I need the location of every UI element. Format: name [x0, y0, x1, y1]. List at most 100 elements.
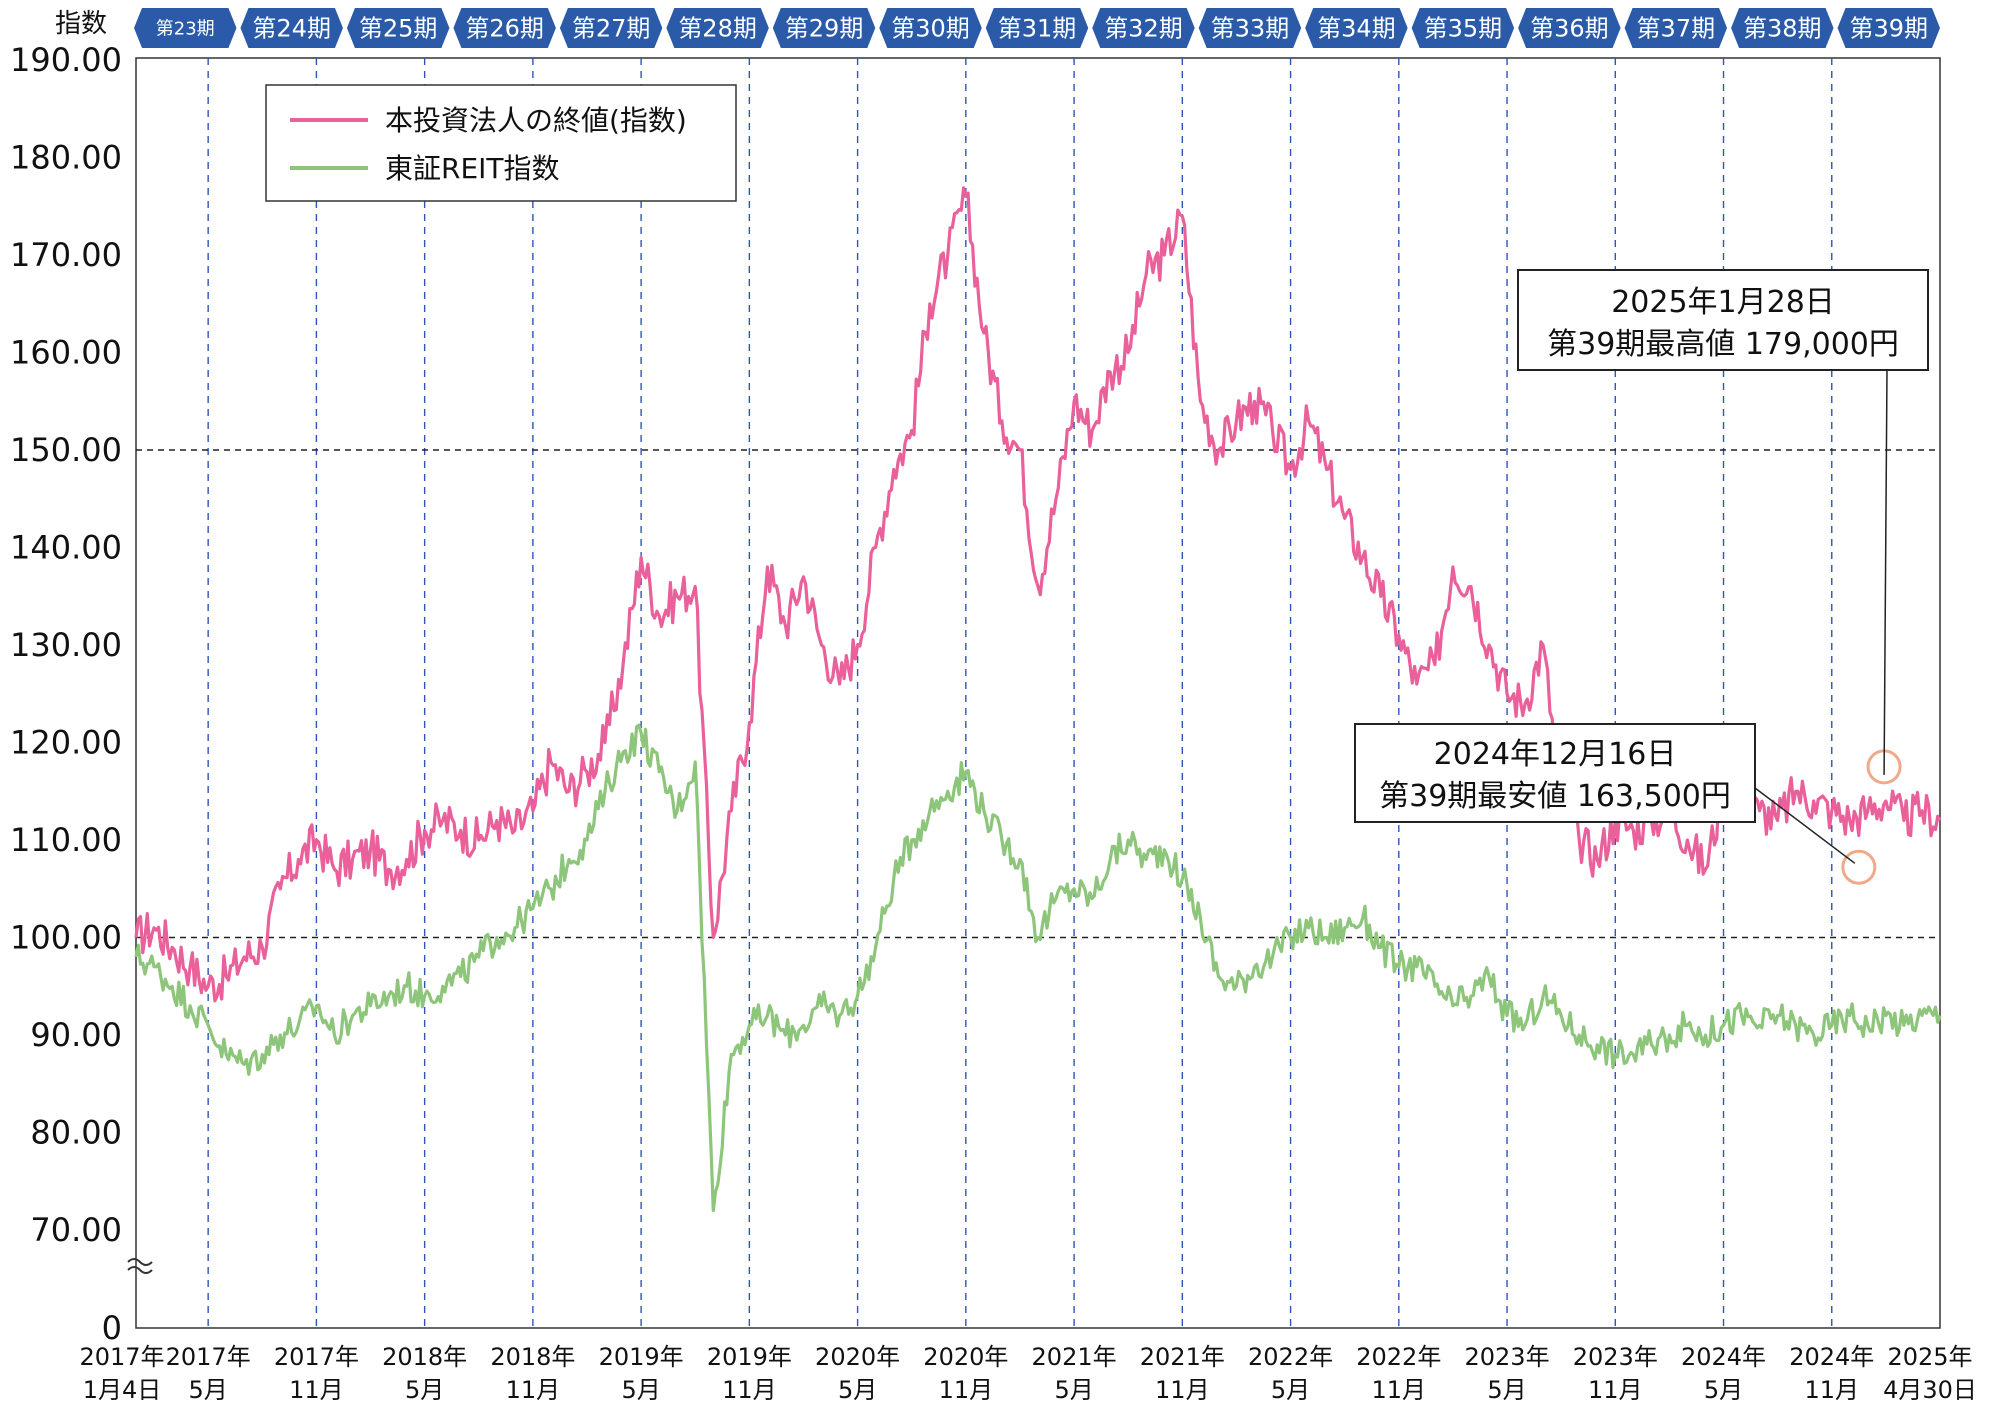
- x-tick-label-bottom: 5月: [1054, 1376, 1093, 1404]
- x-tick-label-bottom: 5月: [1271, 1376, 1310, 1404]
- legend-label: 東証REIT指数: [385, 152, 560, 185]
- y-tick-label: 160.00: [10, 334, 122, 372]
- period-label: 第35期: [1424, 15, 1503, 43]
- x-tick-label-top: 2025年: [1887, 1343, 1972, 1371]
- period-tab: [1305, 8, 1408, 48]
- y-tick-label: 130.00: [10, 626, 122, 664]
- legend-label: 本投資法人の終値(指数): [385, 104, 687, 137]
- period-label: 第24期: [252, 15, 331, 43]
- x-tick-label-bottom: 11月: [1155, 1376, 1210, 1404]
- y-tick-label: 100.00: [10, 919, 122, 957]
- x-tick-label-bottom: 11月: [1804, 1376, 1859, 1404]
- legend: 本投資法人の終値(指数) 東証REIT指数: [265, 84, 737, 202]
- period-label: 第38期: [1743, 15, 1822, 43]
- x-tick-label-bottom: 5月: [621, 1376, 660, 1404]
- y-tick-label: 110.00: [10, 821, 122, 859]
- period-tab: [240, 8, 343, 48]
- x-tick-label-bottom: 11月: [1372, 1376, 1427, 1404]
- x-tick-label-bottom: 5月: [189, 1376, 228, 1404]
- x-tick-label-bottom: 4月30日: [1883, 1376, 1977, 1404]
- period-tab: [1518, 8, 1621, 48]
- y-tick-label: 180.00: [10, 139, 122, 177]
- highlight-circle-low: [1841, 849, 1877, 885]
- period-tab: [1198, 8, 1302, 48]
- x-tick-label-top: 2021年: [1032, 1343, 1117, 1371]
- period-label: 第28期: [678, 15, 757, 43]
- series-line-reit: [134, 723, 1942, 1213]
- period-tab: [666, 8, 769, 48]
- x-tick-label-bottom: 5月: [838, 1376, 877, 1404]
- period-tab: [346, 8, 450, 48]
- x-tick-label-top: 2020年: [815, 1343, 900, 1371]
- x-tick-label-top: 2021年: [1140, 1343, 1225, 1371]
- x-tick-label-top: 2022年: [1356, 1343, 1441, 1371]
- x-tick-label-top: 2019年: [599, 1343, 684, 1371]
- y-tick-label: 190.00: [10, 41, 122, 79]
- period-tab: [1837, 8, 1940, 48]
- x-tick-label-top: 2018年: [382, 1343, 467, 1371]
- period-label: 第25期: [359, 15, 438, 43]
- x-tick-label-top: 2024年: [1681, 1343, 1766, 1371]
- x-tick-label-bottom: 5月: [1704, 1376, 1743, 1404]
- period-tab: [985, 8, 1089, 48]
- x-tick-label-top: 2019年: [707, 1343, 792, 1371]
- period-label: 第32期: [1104, 15, 1183, 43]
- period-label: 第23期: [156, 18, 215, 39]
- period-tab: [772, 8, 876, 48]
- x-tick-label-bottom: 11月: [506, 1376, 561, 1404]
- x-tick-label-bottom: 11月: [722, 1376, 777, 1404]
- annotation-low-line1: 2024年12月16日: [1434, 737, 1677, 772]
- period-tab: [559, 8, 663, 48]
- period-tab: [879, 8, 982, 48]
- x-tick-label-top: 2024年: [1789, 1343, 1874, 1371]
- period-label: 第34期: [1317, 15, 1396, 43]
- annotation-high-leader: [1883, 369, 1888, 775]
- period-tab: [453, 8, 556, 48]
- y-tick-label: 170.00: [10, 236, 122, 274]
- y-tick-label: 90.00: [30, 1016, 122, 1054]
- annotation-high-line2: 第39期最高値 179,000円: [1547, 327, 1899, 362]
- x-tick-label-top: 2017年: [79, 1343, 164, 1371]
- annotation-low-line2: 第39期最安値 163,500円: [1379, 779, 1731, 814]
- plot-area: [135, 57, 1941, 1329]
- x-tick-label-top: 2018年: [490, 1343, 575, 1371]
- period-tab: [1731, 8, 1834, 48]
- annotation-low-leader: [1754, 787, 1856, 864]
- period-label: 第36期: [1530, 15, 1609, 43]
- period-label: 第26期: [465, 15, 544, 43]
- grid: [135, 57, 1941, 1329]
- x-tick-label-bottom: 11月: [289, 1376, 344, 1404]
- annotation-high-line1: 2025年1月28日: [1611, 285, 1835, 320]
- x-tick-label-bottom: 1月4日: [83, 1376, 162, 1404]
- x-tick-label-top: 2017年: [274, 1343, 359, 1371]
- period-tab: [1092, 8, 1195, 48]
- x-tick-label-bottom: 11月: [1588, 1376, 1643, 1404]
- axis-break-mark: [127, 1258, 153, 1274]
- y-tick-label: 0: [102, 1309, 122, 1347]
- period-label: 第29期: [785, 15, 864, 43]
- y-tick-label: 150.00: [10, 431, 122, 469]
- x-tick-label-top: 2022年: [1248, 1343, 1333, 1371]
- x-tick-label-top: 2017年: [166, 1343, 251, 1371]
- x-tick-label-bottom: 5月: [1487, 1376, 1526, 1404]
- y-tick-label: 70.00: [30, 1211, 122, 1249]
- period-label: 第39期: [1849, 15, 1928, 43]
- axis-break-stroke: [127, 1258, 153, 1266]
- y-tick-label: 120.00: [10, 724, 122, 762]
- x-tick-label-bottom: 11月: [939, 1376, 994, 1404]
- series-line-fund: [134, 186, 1942, 1003]
- period-label: 第33期: [1211, 15, 1290, 43]
- period-tab: [134, 8, 237, 48]
- y-tick-label: 80.00: [30, 1114, 122, 1152]
- y-axis-ticks: 190.00 180.00 170.00 160.00 150.00 140.00 130.…: [10, 41, 153, 1347]
- x-tick-label-top: 2023年: [1573, 1343, 1658, 1371]
- series-layer: [134, 186, 1942, 1213]
- x-tick-label-bottom: 5月: [405, 1376, 444, 1404]
- annotation-high-box: [1517, 269, 1929, 371]
- axis-break-stroke: [127, 1266, 153, 1274]
- period-tab: [1624, 8, 1728, 48]
- y-axis-title: 指数: [55, 9, 107, 39]
